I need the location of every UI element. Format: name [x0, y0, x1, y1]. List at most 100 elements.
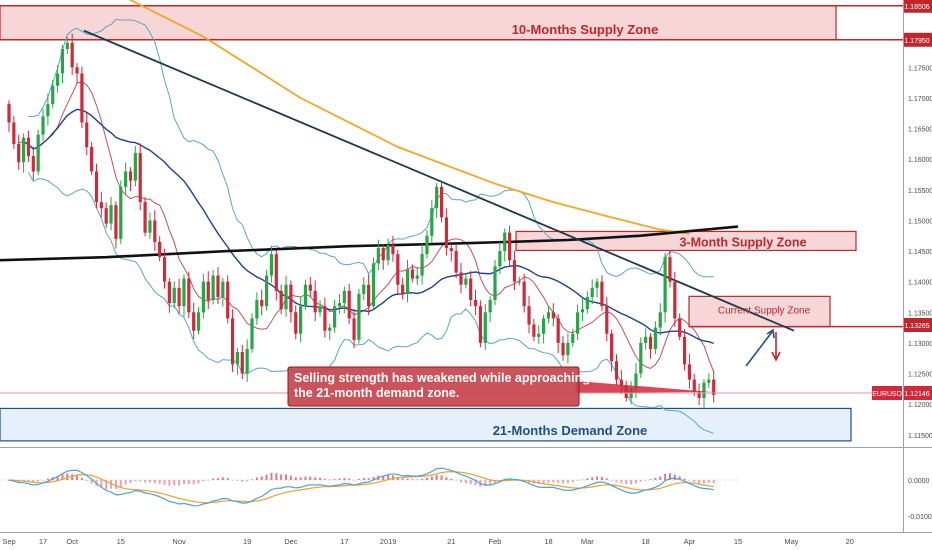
- candle-body: [605, 306, 609, 334]
- time-tick-label: 17: [39, 537, 47, 546]
- oscillator-histogram-bar: [275, 473, 278, 480]
- current-price-symbol-box: [872, 386, 902, 400]
- candle-body: [31, 156, 35, 172]
- candle-body: [230, 318, 235, 365]
- candle-body: [46, 104, 50, 117]
- oscillator-histogram-bar: [246, 480, 249, 482]
- oscillator-histogram-bar: [615, 480, 618, 483]
- oscillator-histogram-bar: [630, 480, 633, 485]
- oscillator-histogram-bar: [353, 479, 356, 481]
- candle-body: [12, 122, 16, 144]
- oscillator-histogram-bar: [562, 480, 565, 484]
- candle-body: [459, 272, 463, 285]
- candle-body: [294, 312, 298, 334]
- oscillator-histogram-bar: [192, 480, 195, 485]
- candle-body: [240, 352, 244, 374]
- oscillator-histogram-bar: [644, 479, 647, 481]
- oscillator-histogram-bar: [255, 477, 258, 480]
- candle-body: [663, 257, 667, 313]
- zone-price-tag: [904, 32, 932, 47]
- long-term-average-line: [0, 225, 739, 262]
- oscillator-histogram-bar: [702, 480, 705, 484]
- candle-body: [410, 269, 414, 279]
- candle-body: [367, 284, 371, 307]
- candle-body: [401, 284, 405, 294]
- candle-body: [590, 287, 594, 297]
- candle-body: [697, 391, 701, 399]
- candle-body: [444, 217, 448, 248]
- oscillator-histogram-bar: [129, 480, 132, 484]
- oscillator-histogram-bar: [314, 477, 317, 480]
- oscillator-histogram-bar: [459, 480, 462, 483]
- current-price-value: 1.12146: [904, 391, 929, 398]
- candle-body: [21, 137, 26, 163]
- price-tick-label: 1.15000: [908, 218, 932, 225]
- candle-body: [396, 254, 400, 285]
- candle-body: [425, 235, 429, 255]
- candle-body: [405, 269, 410, 294]
- oscillator-histogram-bar: [304, 476, 307, 480]
- oscillator-histogram-bar: [158, 480, 161, 484]
- oscillator-histogram-bar: [294, 477, 297, 480]
- candle-body: [187, 278, 191, 313]
- candle-body: [269, 254, 274, 276]
- price-tick-label: 1.11500: [908, 433, 932, 440]
- candle-body: [90, 146, 94, 172]
- oscillator-histogram-bar: [114, 480, 117, 490]
- candle-body: [65, 42, 69, 49]
- price-tick-label: 1.17500: [908, 65, 932, 72]
- candle-body: [99, 202, 103, 209]
- oscillator-histogram-bar: [168, 480, 171, 486]
- oscillator-histogram-bar: [357, 478, 360, 480]
- oscillator-histogram-bar: [100, 480, 103, 488]
- candle-body: [211, 275, 215, 301]
- candle-body: [337, 303, 342, 307]
- time-tick-label: 18: [641, 537, 649, 546]
- candle-body: [308, 284, 312, 291]
- candle-body: [580, 309, 585, 313]
- oscillator-histogram-bar: [484, 480, 487, 487]
- time-tick-label: Dec: [284, 537, 298, 546]
- oscillator-histogram-bar: [610, 480, 613, 481]
- price-tick-label: 1.13000: [908, 341, 932, 348]
- candle-body: [114, 205, 118, 239]
- oscillator-histogram-bar: [144, 480, 147, 483]
- candle-body: [493, 266, 497, 301]
- oscillator-histogram-bar: [542, 480, 545, 484]
- candle-body: [177, 287, 181, 307]
- candle-body: [133, 153, 137, 181]
- oscillator-histogram-bar: [391, 475, 394, 480]
- time-tick-label: Nov: [172, 537, 186, 546]
- zone-10-months-label: 10-Months Supply Zone: [512, 22, 659, 37]
- oscillator-histogram-bar: [639, 480, 642, 482]
- oscillator-histogram-bar: [421, 478, 424, 480]
- price-tick-label: 1.15500: [908, 188, 932, 195]
- time-tick-label: 2019: [380, 537, 397, 546]
- candle-body: [221, 281, 225, 297]
- oscillator-histogram-bar: [343, 478, 346, 480]
- oscillator-histogram-bar: [596, 476, 599, 480]
- candle-body: [551, 312, 555, 319]
- candle-body: [420, 254, 424, 276]
- oscillator-histogram-bar: [265, 474, 268, 480]
- oscillator-histogram-bar: [450, 478, 453, 480]
- oscillator-histogram-bar: [182, 480, 185, 485]
- time-tick-label: 15: [734, 537, 742, 546]
- oscillator-histogram-bar: [566, 480, 569, 483]
- time-tick-label: Apr: [684, 537, 696, 546]
- candle-body: [143, 202, 147, 233]
- candle-body: [614, 361, 619, 380]
- time-tick-label: 21: [447, 537, 455, 546]
- candle-body: [381, 247, 385, 261]
- candle-body: [430, 208, 434, 236]
- candle-body: [119, 186, 123, 239]
- moving-average-short: [18, 81, 715, 372]
- oscillator-histogram-bar: [37, 480, 40, 482]
- zone-price-tag: [904, 0, 932, 13]
- price-tick-label: 1.14000: [908, 280, 932, 287]
- candle-body: [167, 281, 171, 304]
- oscillator-histogram-bar: [445, 477, 448, 480]
- oscillator-histogram-bar: [202, 480, 205, 482]
- candle-body: [658, 312, 662, 328]
